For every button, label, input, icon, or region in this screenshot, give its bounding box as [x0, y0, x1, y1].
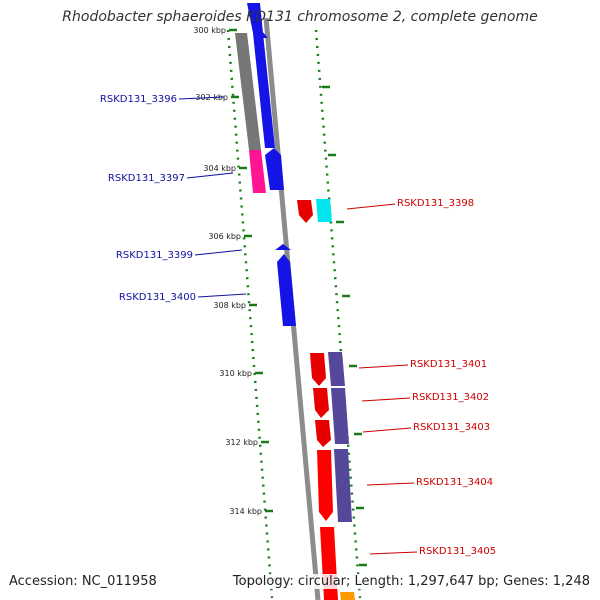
leader-line — [346, 203, 396, 210]
gene-arrow-3401-purple[interactable] — [328, 352, 345, 386]
gene-labels: RSKD131_3396 RSKD131_3397 RSKD131_3399 RSKD… — [100, 94, 496, 557]
tick-label: 304 kbp — [203, 164, 236, 173]
gene-arrow-3398[interactable] — [297, 200, 313, 223]
gene-arrow-3396-head[interactable] — [253, 30, 268, 38]
gene-label-left[interactable]: RSKD131_3400 — [119, 292, 196, 303]
gene-arrow-3397[interactable] — [265, 148, 284, 190]
gene-label-right[interactable]: RSKD131_3405 — [419, 546, 496, 557]
gene-label-right[interactable]: RSKD131_3404 — [416, 477, 493, 488]
gene-arrow-3403[interactable] — [315, 420, 331, 447]
leader-line — [369, 551, 418, 555]
tick-label: 314 kbp — [229, 507, 262, 516]
gene-arrow-3397-pink[interactable] — [249, 150, 266, 193]
gene-arrow-3399[interactable] — [275, 244, 291, 250]
tick-label: 312 kbp — [225, 438, 258, 447]
gene-arrow-grey[interactable] — [235, 33, 261, 150]
gene-arrow-3405[interactable] — [320, 527, 338, 600]
gene-arrow-3404[interactable] — [317, 450, 333, 521]
topology-text: Topology: circular; Length: 1,297,647 bp… — [232, 574, 590, 589]
leader-line — [366, 482, 415, 486]
gene-label-right[interactable]: RSKD131_3402 — [412, 392, 489, 403]
chart-title: Rhodobacter sphaeroides KD131 chromosome… — [62, 9, 538, 25]
gene-arrow-3396[interactable] — [247, 3, 275, 148]
gene-arrow-3402-purple[interactable] — [331, 388, 349, 444]
tick-label: 308 kbp — [213, 301, 246, 310]
gene-arrow-3404-purple[interactable] — [334, 449, 352, 522]
leader-line — [358, 364, 409, 369]
leader-line — [197, 293, 247, 298]
gene-arrow-3401[interactable] — [310, 353, 326, 386]
leader-line — [362, 427, 412, 433]
gene-label-left[interactable]: RSKD131_3397 — [108, 173, 185, 184]
leader-line — [361, 397, 411, 402]
tick-label: 310 kbp — [219, 369, 252, 378]
gene-label-right[interactable]: RSKD131_3398 — [397, 198, 474, 209]
tick-label: 300 kbp — [193, 26, 226, 35]
gene-arrow-orange[interactable] — [340, 592, 355, 600]
gene-arrow-3402[interactable] — [313, 388, 329, 418]
gene-label-right[interactable]: RSKD131_3401 — [410, 359, 487, 370]
tick-label: 306 kbp — [208, 232, 241, 241]
leader-line — [178, 96, 225, 100]
leader-line — [186, 172, 234, 179]
accession-text: Accession: NC_011958 — [9, 574, 157, 589]
leader-line — [194, 249, 243, 256]
gene-arrow-3400[interactable] — [277, 254, 296, 326]
gene-label-left[interactable]: RSKD131_3399 — [116, 250, 193, 261]
gene-arrow-3398-cyan[interactable] — [316, 199, 332, 222]
gene-label-right[interactable]: RSKD131_3403 — [413, 422, 490, 433]
gene-label-left[interactable]: RSKD131_3396 — [100, 94, 177, 105]
